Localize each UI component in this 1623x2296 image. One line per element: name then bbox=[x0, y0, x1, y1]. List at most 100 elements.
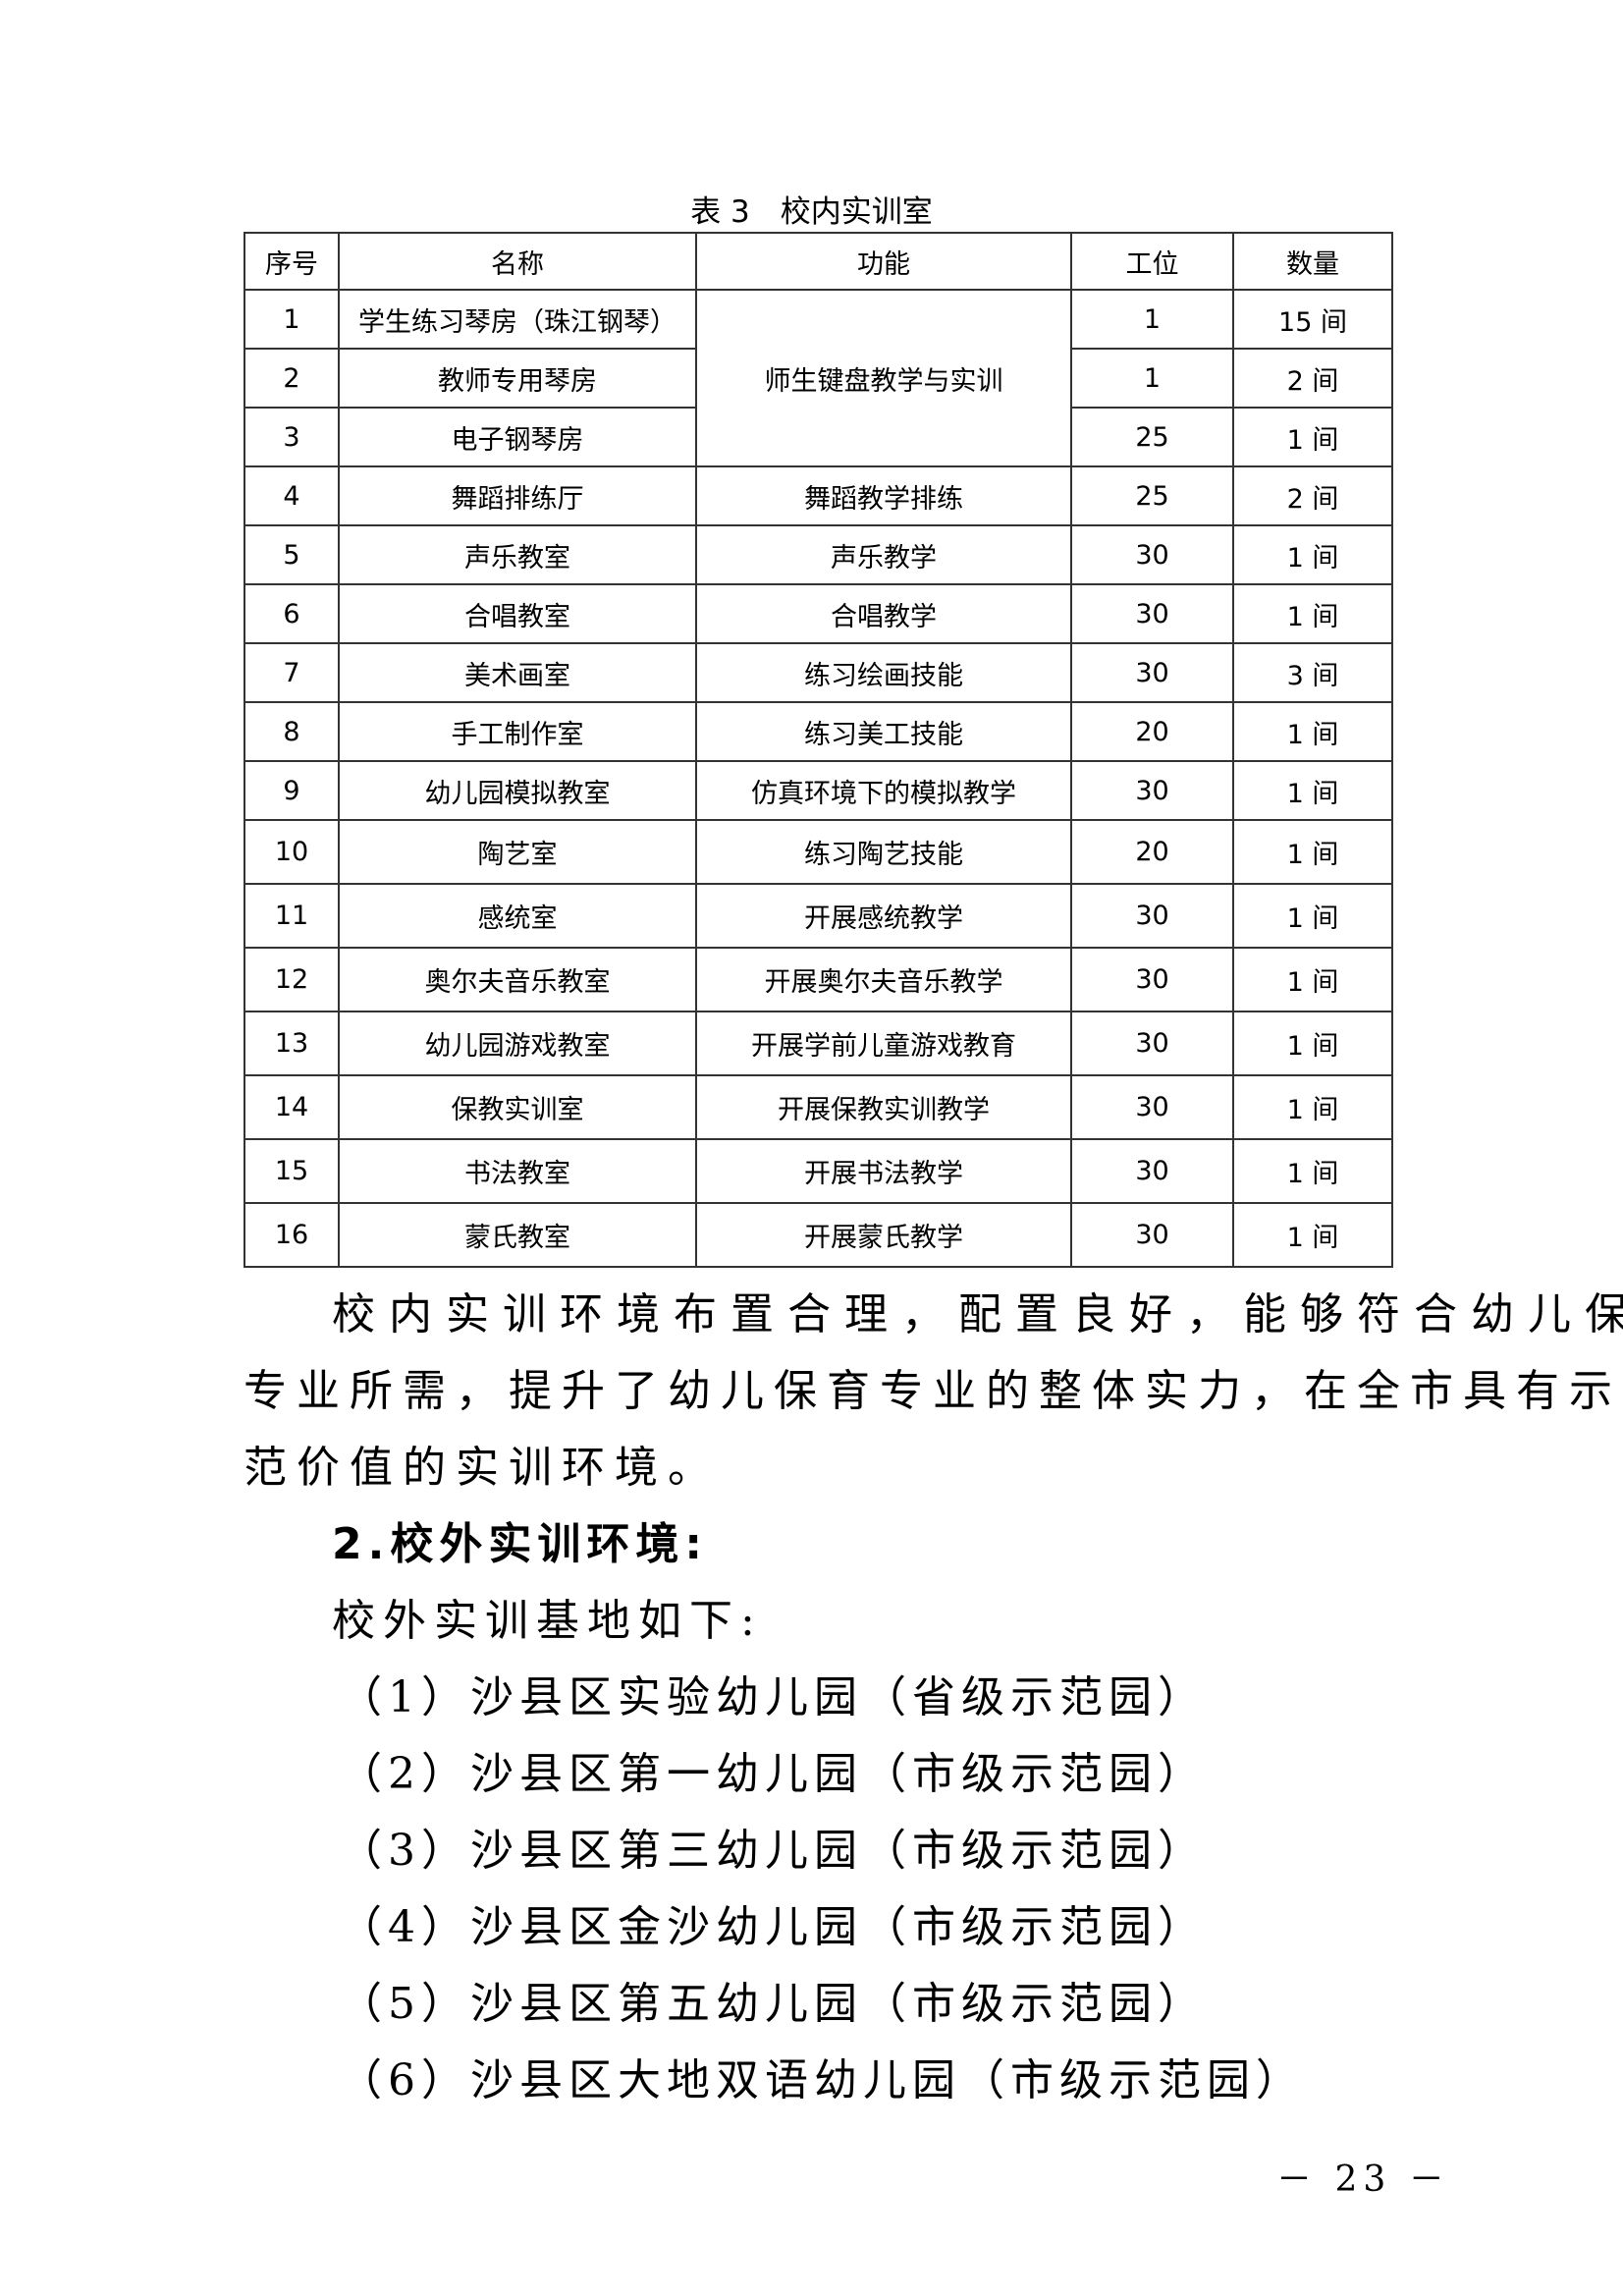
cell-count: 1 间 bbox=[1232, 760, 1393, 821]
cell-function: 开展学前儿童游戏教育 bbox=[695, 1011, 1072, 1076]
table-row: 8 手工制作室 练习美工技能 20 1 间 bbox=[243, 701, 1393, 762]
header-count: 数量 bbox=[1232, 232, 1393, 291]
paragraph-line: 范价值的实训环境。 bbox=[243, 1443, 721, 1493]
cell-count: 1 间 bbox=[1232, 1202, 1393, 1268]
list-item: （6）沙县区大地双语幼儿园（市级示范园） bbox=[339, 2055, 1305, 2105]
table-row: 13 幼儿园游戏教室 开展学前儿童游戏教育 30 1 间 bbox=[243, 1011, 1393, 1076]
cell-count: 2 间 bbox=[1232, 465, 1393, 526]
cell-seats: 25 bbox=[1070, 465, 1234, 526]
cell-function: 开展奥尔夫音乐教学 bbox=[695, 947, 1072, 1012]
cell-name: 蒙氏教室 bbox=[338, 1202, 697, 1268]
paragraph-line: 专业所需，提升了幼儿保育专业的整体实力，在全市具有示 bbox=[243, 1366, 1622, 1416]
table-row: 3 电子钢琴房 25 1 间 bbox=[243, 407, 1393, 467]
table-row: 11 感统室 开展感统教学 30 1 间 bbox=[243, 883, 1393, 949]
cell-count: 15 间 bbox=[1232, 289, 1393, 350]
cell-count: 1 间 bbox=[1232, 1011, 1393, 1076]
cell-no: 14 bbox=[243, 1074, 340, 1140]
table-row: 5 声乐教室 声乐教学 30 1 间 bbox=[243, 524, 1393, 585]
header-name: 名称 bbox=[338, 232, 697, 291]
cell-count: 1 间 bbox=[1232, 947, 1393, 1012]
cell-function: 合唱教学 bbox=[695, 583, 1072, 644]
page-number: － 23 － bbox=[1276, 2159, 1450, 2200]
cell-seats: 1 bbox=[1070, 348, 1234, 409]
cell-name: 保教实训室 bbox=[338, 1074, 697, 1140]
cell-name: 陶艺室 bbox=[338, 819, 697, 885]
header-seats: 工位 bbox=[1070, 232, 1234, 291]
cell-seats: 30 bbox=[1070, 1074, 1234, 1140]
cell-no: 6 bbox=[243, 583, 340, 644]
cell-no: 11 bbox=[243, 883, 340, 949]
list-item: （2）沙县区第一幼儿园（市级示范园） bbox=[339, 1749, 1207, 1799]
cell-name: 书法教室 bbox=[338, 1138, 697, 1204]
table-row: 9 幼儿园模拟教室 仿真环境下的模拟教学 30 1 间 bbox=[243, 760, 1393, 821]
cell-name: 美术画室 bbox=[338, 642, 697, 703]
table-row: 2 教师专用琴房 1 2 间 bbox=[243, 348, 1393, 409]
cell-no: 3 bbox=[243, 407, 340, 467]
cell-seats: 30 bbox=[1070, 524, 1234, 585]
cell-count: 1 间 bbox=[1232, 883, 1393, 949]
training-rooms-table: 序号 名称 功能 工位 数量 1 学生练习琴房（珠江钢琴） 师生键盘教学与实训 1 15… bbox=[243, 232, 1393, 1268]
cell-name: 合唱教室 bbox=[338, 583, 697, 644]
cell-count: 1 间 bbox=[1232, 407, 1393, 467]
cell-name: 声乐教室 bbox=[338, 524, 697, 585]
cell-function: 练习美工技能 bbox=[695, 701, 1072, 762]
cell-seats: 30 bbox=[1070, 947, 1234, 1012]
cell-function: 开展蒙氏教学 bbox=[695, 1202, 1072, 1268]
list-item: （1）沙县区实验幼儿园（省级示范园） bbox=[339, 1672, 1207, 1722]
table-row: 15 书法教室 开展书法教学 30 1 间 bbox=[243, 1138, 1393, 1204]
cell-seats: 25 bbox=[1070, 407, 1234, 467]
cell-function: 师生键盘教学与实训 bbox=[695, 289, 1072, 467]
cell-seats: 30 bbox=[1070, 1011, 1234, 1076]
table-row: 16 蒙氏教室 开展蒙氏教学 30 1 间 bbox=[243, 1202, 1393, 1268]
cell-name: 感统室 bbox=[338, 883, 697, 949]
cell-count: 1 间 bbox=[1232, 701, 1393, 762]
cell-no: 15 bbox=[243, 1138, 340, 1204]
cell-name: 幼儿园游戏教室 bbox=[338, 1011, 697, 1076]
cell-name: 奥尔夫音乐教室 bbox=[338, 947, 697, 1012]
cell-count: 2 间 bbox=[1232, 348, 1393, 409]
cell-name: 手工制作室 bbox=[338, 701, 697, 762]
cell-no: 7 bbox=[243, 642, 340, 703]
cell-no: 2 bbox=[243, 348, 340, 409]
cell-name: 舞蹈排练厅 bbox=[338, 465, 697, 526]
table-caption: 表 3 校内实训室 bbox=[690, 194, 933, 230]
cell-function: 舞蹈教学排练 bbox=[695, 465, 1072, 526]
intro-text: 校外实训基地如下: bbox=[332, 1596, 763, 1646]
cell-name: 教师专用琴房 bbox=[338, 348, 697, 409]
header-function: 功能 bbox=[695, 232, 1072, 291]
table-row: 6 合唱教室 合唱教学 30 1 间 bbox=[243, 583, 1393, 644]
list-item: （5）沙县区第五幼儿园（市级示范园） bbox=[339, 1979, 1207, 2029]
cell-count: 1 间 bbox=[1232, 583, 1393, 644]
list-item: （4）沙县区金沙幼儿园（市级示范园） bbox=[339, 1902, 1207, 1952]
cell-no: 10 bbox=[243, 819, 340, 885]
paragraph-line: 校内实训环境布置合理，配置良好，能够符合幼儿保育 bbox=[332, 1289, 1623, 1339]
table-row: 1 学生练习琴房（珠江钢琴） 师生键盘教学与实训 1 15 间 bbox=[243, 289, 1393, 467]
table-row: 14 保教实训室 开展保教实训教学 30 1 间 bbox=[243, 1074, 1393, 1140]
cell-no: 5 bbox=[243, 524, 340, 585]
cell-no: 8 bbox=[243, 701, 340, 762]
cell-no: 9 bbox=[243, 760, 340, 821]
section-heading: 2.校外实训环境: bbox=[332, 1519, 708, 1569]
cell-function: 练习陶艺技能 bbox=[695, 819, 1072, 885]
cell-seats: 1 bbox=[1070, 289, 1234, 350]
cell-seats: 20 bbox=[1070, 819, 1234, 885]
cell-function: 练习绘画技能 bbox=[695, 642, 1072, 703]
cell-function: 仿真环境下的模拟教学 bbox=[695, 760, 1072, 821]
cell-count: 1 间 bbox=[1232, 1074, 1393, 1140]
table-row: 7 美术画室 练习绘画技能 30 3 间 bbox=[243, 642, 1393, 703]
cell-no: 12 bbox=[243, 947, 340, 1012]
cell-no: 13 bbox=[243, 1011, 340, 1076]
cell-function: 开展保教实训教学 bbox=[695, 1074, 1072, 1140]
cell-seats: 30 bbox=[1070, 1138, 1234, 1204]
cell-seats: 30 bbox=[1070, 1202, 1234, 1268]
table-row: 12 奥尔夫音乐教室 开展奥尔夫音乐教学 30 1 间 bbox=[243, 947, 1393, 1012]
cell-no: 1 bbox=[243, 289, 340, 350]
header-no: 序号 bbox=[243, 232, 340, 291]
table-row: 10 陶艺室 练习陶艺技能 20 1 间 bbox=[243, 819, 1393, 885]
cell-no: 16 bbox=[243, 1202, 340, 1268]
cell-function: 开展感统教学 bbox=[695, 883, 1072, 949]
cell-count: 1 间 bbox=[1232, 524, 1393, 585]
cell-no: 4 bbox=[243, 465, 340, 526]
cell-function: 声乐教学 bbox=[695, 524, 1072, 585]
list-item: （3）沙县区第三幼儿园（市级示范园） bbox=[339, 1826, 1207, 1876]
